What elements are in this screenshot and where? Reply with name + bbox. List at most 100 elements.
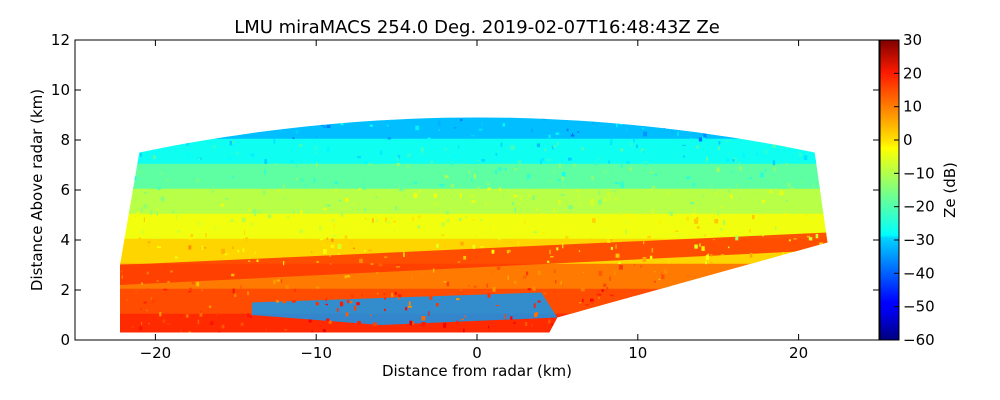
echo-speckle [433,203,438,206]
echo-speckle [450,184,455,188]
echo-speckle [615,244,617,249]
echo-speckle [569,227,572,232]
echo-speckle [779,190,784,196]
echo-speckle [350,240,353,246]
echo-speckle [728,187,731,193]
echo-speckle [772,160,776,166]
echo-speckle [696,226,700,229]
echo-speckle [561,176,565,182]
echo-speckle [354,305,357,311]
echo-speckle [486,283,489,288]
echo-speckle [651,178,655,183]
echo-speckle [607,196,611,202]
echo-speckle [616,122,618,128]
echo-speckle [783,212,786,215]
echo-speckle [420,147,424,152]
echo-speckle [144,192,147,194]
echo-speckle [753,167,756,170]
echo-speckle [211,189,213,194]
echo-speckle [514,207,517,213]
echo-speckle [333,223,336,229]
echo-speckle [547,260,550,263]
echo-speckle [492,287,496,292]
echo-speckle [397,154,400,159]
echo-speckle [350,301,353,304]
echo-speckle [315,286,320,289]
echo-speckle [300,178,304,182]
echo-speckle [324,178,326,181]
echo-speckle [544,148,546,152]
echo-speckle [463,255,467,260]
echo-speckle [371,218,374,223]
echo-speckle [311,330,314,333]
echo-speckle [495,152,498,156]
colorbar-ticks: 30 20 10 0 −10 −20 −30 −40 −50 −60 [894,31,935,349]
echo-speckle [409,320,413,326]
echo-speckle [472,244,476,249]
echo-speckle [598,295,600,300]
echo-speckle [484,203,488,205]
echo-speckle [660,272,662,274]
echo-speckle [487,325,490,329]
echo-speckle [384,308,386,312]
echo-speckle [800,161,804,165]
echo-speckle [441,222,445,227]
echo-speckle [218,331,220,333]
echo-speckle [311,251,313,254]
echo-speckle [328,320,332,324]
echo-speckle [141,235,143,238]
echo-speckle [336,308,339,312]
echo-speckle [732,159,736,162]
echo-speckle [346,299,350,304]
echo-speckle [495,169,497,175]
echo-speckle [188,331,192,333]
echo-speckle [702,136,706,142]
echo-speckle [270,323,272,327]
echo-speckle [705,254,709,260]
echo-speckle [487,182,490,186]
echo-speckle [725,140,729,143]
colorbar: 30 20 10 0 −10 −20 −30 −40 −50 −60 Ze (dB) [879,31,959,349]
echo-speckle [421,321,426,327]
echo-speckle [327,204,331,207]
echo-speckle [388,119,392,122]
echo-speckle [363,180,365,185]
echo-speckle [319,225,322,231]
echo-speckle [528,194,530,198]
echo-speckle [450,161,454,166]
echo-speckle [537,300,541,303]
echo-speckle [813,216,815,219]
echo-speckle [231,273,235,277]
echo-speckle [733,207,736,210]
y-axis: 0 2 4 6 8 10 12 [51,31,879,349]
echo-speckle [514,280,517,285]
echo-speckle [550,256,554,258]
echo-speckle [417,268,419,271]
echo-speckle [533,231,538,234]
echo-speckle [610,246,613,250]
echo-speckle [591,300,593,305]
echo-speckle [436,243,439,248]
echo-speckle [739,166,742,171]
echo-speckle [244,200,247,203]
echo-speckle [581,147,585,151]
echo-speckle [189,287,192,293]
echo-speckle [316,227,319,231]
echo-speckle [556,247,559,251]
echo-speckle [210,320,214,325]
echo-speckle [273,279,276,285]
echo-speckle [283,196,285,201]
echo-speckle [649,255,653,260]
echo-speckle [738,161,741,164]
echo-speckle [480,200,483,205]
echo-speckle [536,143,541,148]
echo-speckle [778,174,781,179]
echo-speckle [345,312,349,317]
echo-speckle [225,198,229,200]
echo-speckle [308,319,312,323]
echo-speckle [549,249,551,255]
echo-speckle [234,293,237,298]
echo-speckle [465,215,467,218]
echo-speckle [292,202,295,204]
echo-speckle [387,124,389,127]
